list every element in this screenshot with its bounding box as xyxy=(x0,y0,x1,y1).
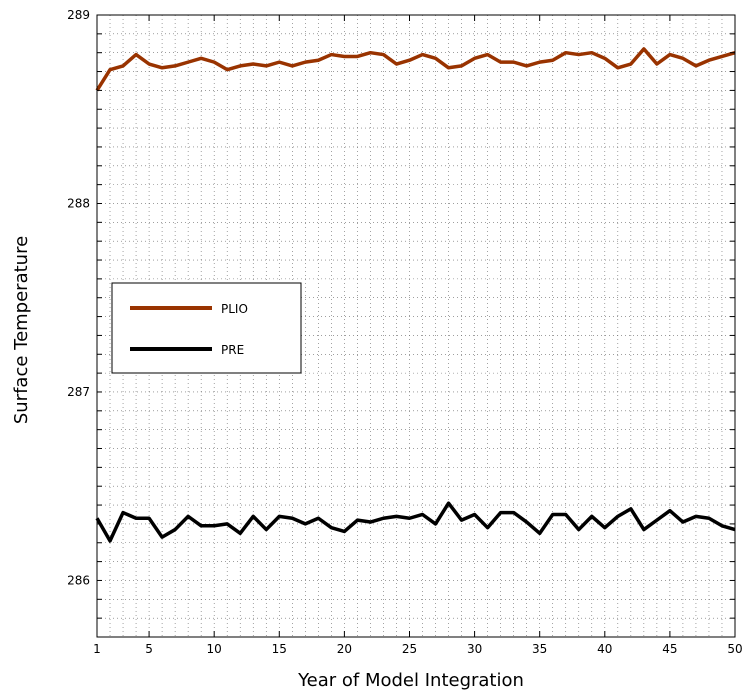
x-tick-label: 35 xyxy=(532,642,547,656)
series-line-pre xyxy=(97,503,735,541)
x-tick-label: 50 xyxy=(727,642,742,656)
x-tick-label: 25 xyxy=(402,642,417,656)
x-tick-label: 1 xyxy=(93,642,101,656)
y-tick-label: 288 xyxy=(67,196,90,210)
y-tick-label: 289 xyxy=(67,8,90,22)
y-axis-label: Surface Temperature xyxy=(11,236,32,424)
y-tick-label: 286 xyxy=(67,573,90,587)
x-tick-label: 40 xyxy=(597,642,612,656)
legend-label-plio: PLIO xyxy=(221,302,248,316)
x-tick-label: 45 xyxy=(662,642,677,656)
legend-box xyxy=(112,283,301,373)
y-tick-label: 287 xyxy=(67,385,90,399)
x-tick-label: 15 xyxy=(272,642,287,656)
x-tick-label: 5 xyxy=(145,642,153,656)
series-line-plio xyxy=(97,49,735,90)
x-tick-label: 30 xyxy=(467,642,482,656)
x-axis-label: Year of Model Integration xyxy=(297,670,524,691)
legend: PLIO PRE xyxy=(112,283,301,373)
legend-label-pre: PRE xyxy=(221,343,244,357)
x-tick-label: 20 xyxy=(337,642,352,656)
x-tick-label: 10 xyxy=(207,642,222,656)
